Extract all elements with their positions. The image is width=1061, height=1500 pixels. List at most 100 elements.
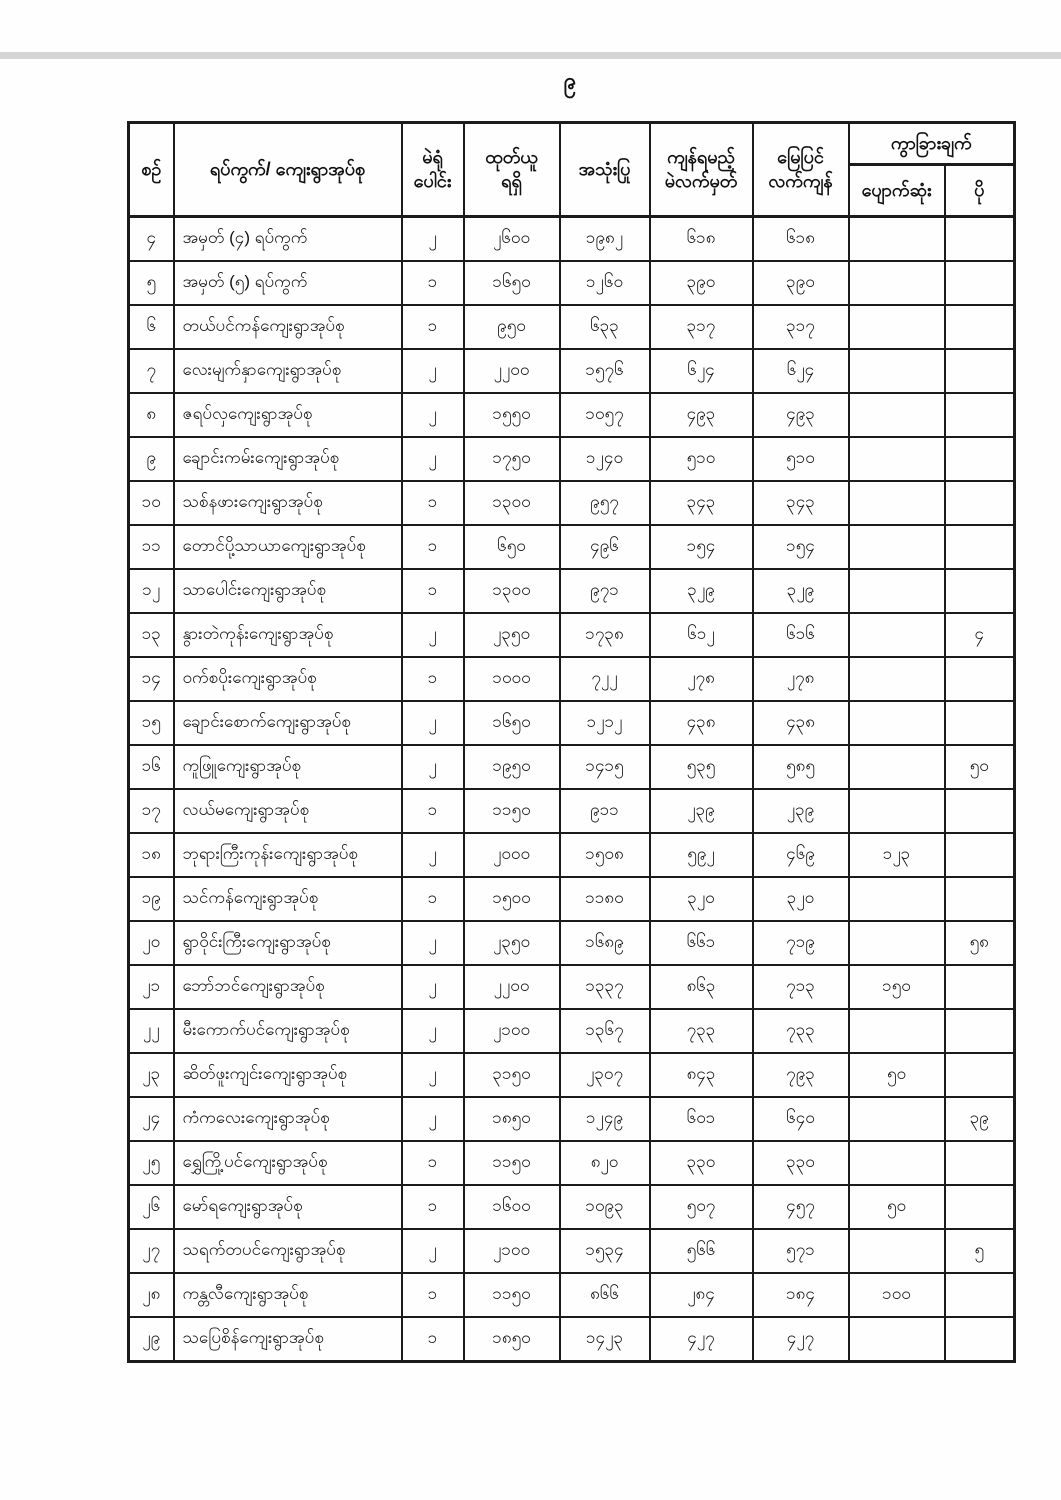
cell-extra: ၅၀ xyxy=(943,744,1016,790)
header-polling-stations-total: မဲရုံ ပေါင်း xyxy=(400,121,465,218)
cell-ward-name: ကန္တလီကျေးရွာအုပ်စု xyxy=(172,1272,403,1318)
cell-ward-name: သရက်တပင်ကျေးရွာအုပ်စု xyxy=(172,1228,403,1274)
cell-polling-stations: ၁ xyxy=(400,788,465,834)
cell-ground-balance: ၅၈၅ xyxy=(751,744,850,790)
cell-lost xyxy=(847,480,946,526)
cell-received: ၁၃၀၀ xyxy=(462,480,561,526)
table-row: ၁၃ နွားတဲကုန်းကျေးရွာအုပ်စု၂၂၃၅၀ ၁၇၃၈ ၆၁၂ ၆၁… xyxy=(127,612,1016,658)
cell-used: ၁၄၁၅ xyxy=(558,744,651,790)
cell-polling-stations: ၂ xyxy=(400,1052,465,1098)
cell-extra xyxy=(943,656,1016,702)
cell-extra xyxy=(943,480,1016,526)
cell-ward-name: ဆိတ်ဖူးကျင်းကျေးရွာအုပ်စု xyxy=(172,1052,403,1098)
cell-serial: ၁၇ xyxy=(127,788,175,834)
cell-polling-stations: ၂ xyxy=(400,1096,465,1142)
table-row: ၈ဇရပ်လှကျေးရွာအုပ်စု၂၁၅၅၀ ၁၀၅၇ ၄၉၃ ၄၉၃ xyxy=(127,392,1016,438)
cell-lost: ၁၅၀ xyxy=(847,964,946,1010)
header-ballots-received: ထုတ်ယူ ရရှိ xyxy=(462,121,561,218)
cell-extra: ၄ xyxy=(943,612,1016,658)
cell-extra xyxy=(943,260,1016,306)
cell-extra xyxy=(943,436,1016,482)
cell-ground-balance: ၁၅၄ xyxy=(751,524,850,570)
cell-lost: ၅၀ xyxy=(847,1052,946,1098)
cell-ward-name: နွားတဲကုန်းကျေးရွာအုပ်စု xyxy=(172,612,403,658)
cell-used: ၆၃၃ xyxy=(558,304,651,350)
table-row: ၁၀ သစ်နဖားကျေးရွာအုပ်စု၁၁၃၀၀ ၉၅၇ ၃၄၃ ၃၄၃ xyxy=(127,480,1016,526)
header-ballots-remaining: ကျန်ရမည့် မဲလက်မှတ် xyxy=(648,121,754,218)
cell-ground-balance: ၅၁၀ xyxy=(751,436,850,482)
cell-extra xyxy=(943,700,1016,746)
cell-ground-balance: ၃၉၀ xyxy=(751,260,850,306)
cell-lost xyxy=(847,876,946,922)
cell-polling-stations: ၂ xyxy=(400,436,465,482)
cell-remaining: ၆၀၁ xyxy=(648,1096,754,1142)
cell-received: ၁၀၀၀ xyxy=(462,656,561,702)
cell-lost xyxy=(847,260,946,306)
cell-ward-name: သင်ကန်ကျေးရွာအုပ်စု xyxy=(172,876,403,922)
cell-received: ၂၂၀၀ xyxy=(462,348,561,394)
table-row: ၁၂ သာပေါင်းကျေးရွာအုပ်စု၁၁၃၀၀ ၉၇၁ ၃၂၉ ၃၂၉ xyxy=(127,568,1016,614)
cell-remaining: ၂၃၉ xyxy=(648,788,754,834)
cell-serial: ၈ xyxy=(127,392,175,438)
cell-polling-stations: ၂ xyxy=(400,215,465,262)
cell-used: ၁၅၃၄ xyxy=(558,1228,651,1274)
cell-ward-name: သပြေစိန်ကျေးရွာအုပ်စု xyxy=(172,1316,403,1363)
cell-received: ၁၉၅၀ xyxy=(462,744,561,790)
cell-lost xyxy=(847,436,946,482)
cell-ward-name: ကူဖြူကျေးရွာအုပ်စု xyxy=(172,744,403,790)
cell-polling-stations: ၁ xyxy=(400,480,465,526)
cell-polling-stations: ၁ xyxy=(400,568,465,614)
table-row: ၂၇ သရက်တပင်ကျေးရွာအုပ်စု၂၂၁၀၀ ၁၅၃၄ ၅၆၆ ၅၇၁ ၅ xyxy=(127,1228,1016,1274)
cell-received: ၁၃၀၀ xyxy=(462,568,561,614)
table-row: ၁၁ တောင်ပို့သာယာကျေးရွာအုပ်စု၁၆၅၀ ၄၉၆ ၁၅၄ ၁၅… xyxy=(127,524,1016,570)
cell-lost xyxy=(847,348,946,394)
cell-serial: ၂၈ xyxy=(127,1272,175,1318)
cell-received: ၂၂၀၀ xyxy=(462,964,561,1010)
cell-remaining: ၆၂၄ xyxy=(648,348,754,394)
cell-received: ၉၅၀ xyxy=(462,304,561,350)
cell-polling-stations: ၂ xyxy=(400,612,465,658)
cell-received: ၁၇၅၀ xyxy=(462,436,561,482)
cell-ward-name: သာပေါင်းကျေးရွာအုပ်စု xyxy=(172,568,403,614)
cell-used: ၁၉၈၂ xyxy=(558,215,651,262)
cell-serial: ၁၆ xyxy=(127,744,175,790)
cell-serial: ၁၅ xyxy=(127,700,175,746)
cell-used: ၁၅၀၈ xyxy=(558,832,651,878)
cell-serial: ၁၉ xyxy=(127,876,175,922)
cell-lost: ၅၀ xyxy=(847,1184,946,1230)
cell-ground-balance: ၃၁၇ xyxy=(751,304,850,350)
table-row: ၁၆ ကူဖြူကျေးရွာအုပ်စု၂၁၉၅၀ ၁၄၁၅ ၅၃၅ ၅၈၅ ၅၀ xyxy=(127,744,1016,790)
table-row: ၂၅ ရွှေကြို့ပင်ကျေးရွာအုပ်စု၁၁၁၅၀ ၈၂၀ ၃၃၀ ၃၃… xyxy=(127,1140,1016,1186)
cell-polling-stations: ၁ xyxy=(400,524,465,570)
table-row: ၂၀ ရွာဝိုင်းကြီးကျေးရွာအုပ်စု၂၂၃၅၀ ၁၆၈၉ ၆၆၁… xyxy=(127,920,1016,966)
cell-lost: ၁၀၀ xyxy=(847,1272,946,1318)
cell-polling-stations: ၂ xyxy=(400,700,465,746)
cell-remaining: ၃၄၃ xyxy=(648,480,754,526)
cell-extra xyxy=(943,215,1016,262)
cell-serial: ၂၀ xyxy=(127,920,175,966)
cell-remaining: ၂၈၄ xyxy=(648,1272,754,1318)
cell-ground-balance: ၇၃၃ xyxy=(751,1008,850,1054)
table-row: ၂၆ မော်ရကျေးရွာအုပ်စု၁၁၆၀၀ ၁၀၉၃ ၅၀၇ ၄၅၇ ၅၀ xyxy=(127,1184,1016,1230)
cell-received: ၁၁၅၀ xyxy=(462,788,561,834)
cell-extra xyxy=(943,1140,1016,1186)
cell-ward-name: လယ်မကျေးရွာအုပ်စု xyxy=(172,788,403,834)
cell-ground-balance: ၄၂၇ xyxy=(751,1316,850,1363)
table-row: ၂၂ မီးကောက်ပင်ကျေးရွာအုပ်စု၂၂၁၀၀ ၁၃၆၇ ၇၃၃ ၇၃… xyxy=(127,1008,1016,1054)
header-extra: ပို xyxy=(943,163,1016,218)
cell-ground-balance: ၆၁၈ xyxy=(751,215,850,262)
table-body: ၄အမှတ် (၄) ရပ်ကွက်၂၂၆၀၀ ၁၉၈၂ ၆၁၈ ၆၁၈၅အမှတ် … xyxy=(127,215,1016,1363)
cell-ground-balance: ၁၈၄ xyxy=(751,1272,850,1318)
cell-received: ၂၁၀၀ xyxy=(462,1228,561,1274)
cell-polling-stations: ၂ xyxy=(400,1228,465,1274)
cell-ward-name: ရွှေကြို့ပင်ကျေးရွာအုပ်စု xyxy=(172,1140,403,1186)
cell-polling-stations: ၁ xyxy=(400,1140,465,1186)
cell-polling-stations: ၂ xyxy=(400,920,465,966)
header-ward-village-tract: ရပ်ကွက်/ ကျေးရွာအုပ်စု xyxy=(172,121,403,218)
cell-ground-balance: ၃၃၀ xyxy=(751,1140,850,1186)
cell-ground-balance: ၄၅၇ xyxy=(751,1184,850,1230)
cell-remaining: ၁၅၄ xyxy=(648,524,754,570)
cell-received: ၂၀၀၀ xyxy=(462,832,561,878)
cell-remaining: ၅၁၀ xyxy=(648,436,754,482)
cell-polling-stations: ၂ xyxy=(400,392,465,438)
